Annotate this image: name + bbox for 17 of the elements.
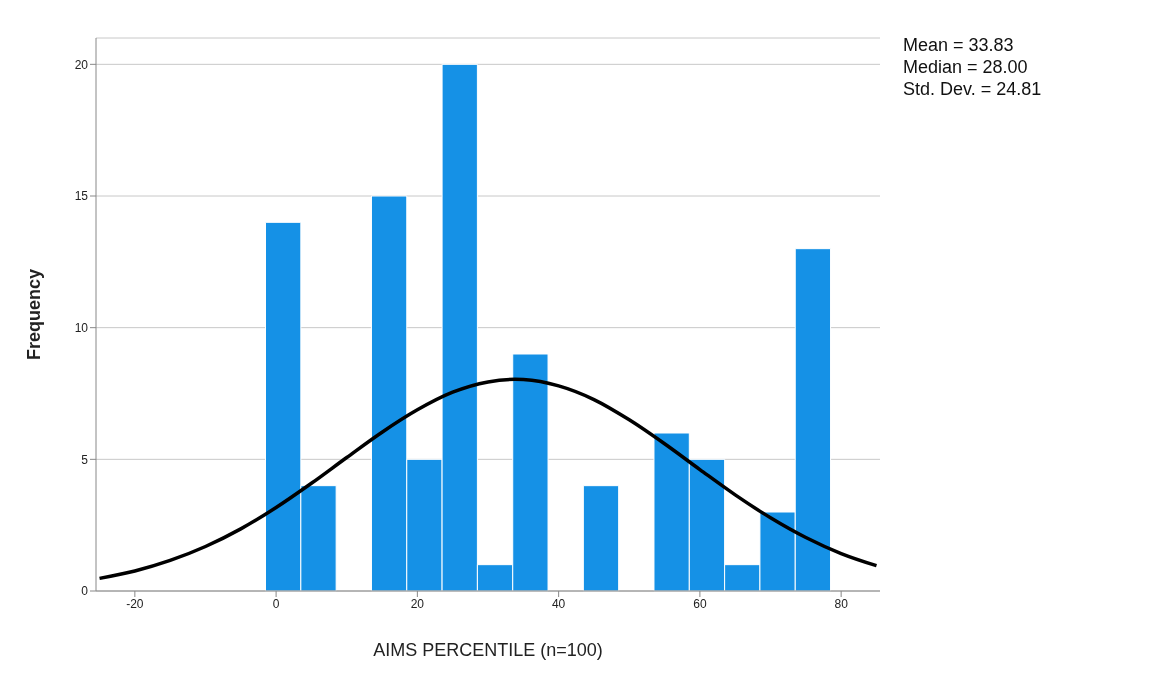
y-tick-label: 5 (81, 452, 89, 467)
y-tick-label: 10 (74, 320, 89, 335)
y-axis-title: Frequency (24, 268, 45, 361)
x-tick-label: -20 (126, 596, 144, 611)
x-tick-label: 0 (272, 596, 280, 611)
line-series (97, 377, 879, 581)
y-tick-label: 0 (81, 584, 89, 599)
x-tick-label: 20 (410, 596, 425, 611)
x-axis-title: AIMS PERCENTILE (n=100) (373, 640, 603, 660)
text: Median = 28.00 (903, 56, 1029, 78)
y-tick-label: 15 (74, 189, 89, 204)
y-tick-label: 20 (74, 57, 89, 72)
text: Std. Dev. = 24.81 (903, 78, 1042, 100)
text: Mean = 33.83 (903, 34, 1015, 56)
x-tick-label: 40 (551, 596, 566, 611)
x-tick-label: 60 (693, 596, 707, 611)
x-tick-label: 80 (834, 596, 849, 611)
